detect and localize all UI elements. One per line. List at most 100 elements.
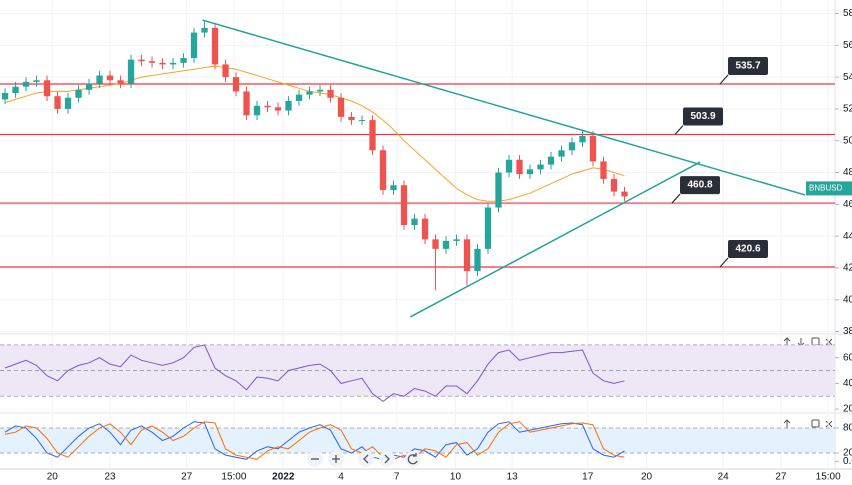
candle-body [474,248,481,272]
candle-body [54,96,61,109]
candle-body [568,142,576,151]
y-tick-label: 480 [843,167,852,178]
scroll-left-button[interactable] [358,451,374,467]
level-label: 460.8 [687,180,712,191]
maximize-button[interactable] [811,419,820,428]
x-tick-label: 10 [450,472,462,483]
candle-body [327,89,334,98]
candle-body [316,89,324,92]
x-tick-label: 7 [394,472,400,483]
candle-body [33,80,40,82]
symbol-label: BNBUSD [809,184,843,193]
candle-body [306,91,313,95]
zoom-in-icon [332,455,340,463]
candle-body [85,83,93,90]
candle-body [43,80,51,97]
candle-body [432,239,439,249]
candle-body [390,185,397,191]
scroll-right-button[interactable] [379,451,395,467]
candle-body [274,107,282,111]
reset-icon [407,453,418,465]
x-tick-label: 24 [718,472,730,483]
candle-body [421,218,429,240]
candle-body [243,91,250,116]
candle-body [442,240,450,249]
level-label: 535.7 [735,61,760,72]
candle-body [369,120,376,151]
level-label-connector [719,257,729,268]
level-label-box [728,240,768,259]
pane-buttons[interactable] [783,337,833,428]
candle-body [232,77,240,92]
candle-body [295,94,303,101]
candle-body [285,100,292,111]
candle-body [589,135,597,162]
moving-average [4,65,625,202]
candle-body [138,59,145,62]
level-label-connector [674,125,684,135]
x-tick-label: 2022 [272,472,295,483]
candle-body [621,191,628,197]
candle-body [64,97,72,109]
y-tick-label: 20 [843,404,852,415]
y-tick-label: 580 [843,8,852,19]
candle-body [558,150,565,157]
x-tick-label: 20 [47,472,59,483]
candle-body [495,172,502,208]
y-tick-label: 0.0 [843,456,852,467]
x-tick-label: 15:00 [816,472,841,483]
x-tick-label: 27 [775,472,787,483]
scroll-left-icon [363,454,369,464]
x-tick-label: 13 [507,472,519,483]
move-up-button[interactable] [783,419,791,428]
x-tick-label: 20 [641,472,653,483]
candle-body [96,75,103,84]
candle-body [505,159,513,173]
y-tick-label: 400 [843,294,852,305]
level-label-connector [671,193,681,204]
candle-body [463,239,471,272]
candle-body [222,64,229,78]
candle-body [348,116,355,121]
y-tick-label: 60 [843,352,852,363]
scroll-right-icon [384,454,390,464]
candle-body [75,89,82,98]
level-label-box [680,176,720,195]
candle-body [117,80,124,84]
close-button[interactable] [825,338,833,346]
candle-body [337,97,345,117]
candle-body [169,62,177,65]
candle-body [22,81,30,87]
y-tick-label: 540 [843,72,852,83]
candle-body [526,169,534,175]
candle-body [253,105,261,116]
reset-button[interactable] [405,451,421,467]
candle-body [127,59,135,84]
indicator-line [4,421,625,460]
close-button[interactable] [825,420,833,428]
x-tick-label: 4 [338,472,344,483]
level-label: 420.6 [735,244,760,255]
y-tick-label: 380 [843,326,852,337]
indicator-line [4,344,625,403]
candle-body [537,164,544,170]
candle-body [1,93,9,100]
candle-body [358,120,366,122]
candle-body [211,27,219,65]
y-tick-label: 40 [843,378,852,389]
indicator-line [4,421,625,460]
y-tick-label: 80 [843,423,852,434]
candle-body [201,27,208,33]
level-label-box [683,107,723,126]
trendline [202,19,806,196]
candle-body [579,135,586,143]
x-tick-label: 27 [181,472,193,483]
y-tick-label: 20 [843,448,852,459]
y-tick-label: 560 [843,40,852,51]
y-tick-label: 520 [843,104,852,115]
zoom-toolbar[interactable] [307,451,421,467]
candle-body [516,159,523,175]
